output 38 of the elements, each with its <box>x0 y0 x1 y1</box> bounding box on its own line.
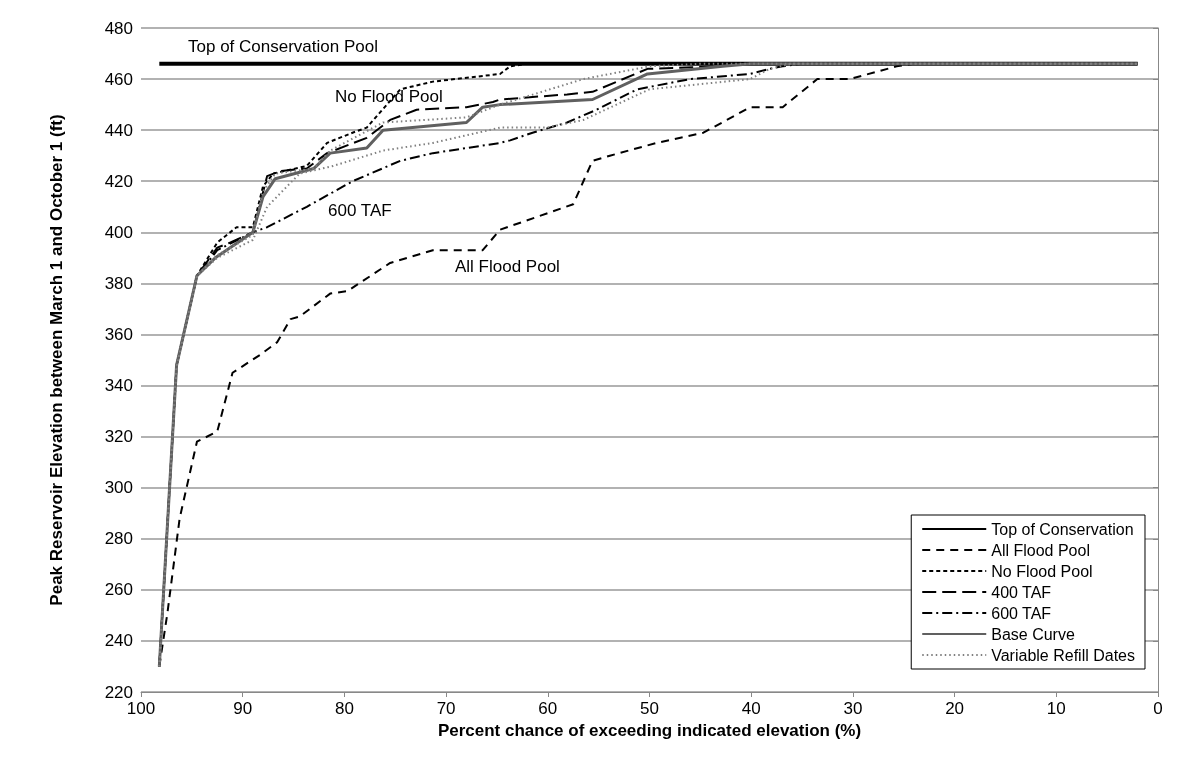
y-tick-label: 480 <box>104 18 133 38</box>
y-tick-label: 280 <box>104 529 133 549</box>
x-tick-label: 70 <box>436 699 456 718</box>
annotation: No Flood Pool <box>335 87 443 106</box>
legend-label: Top of Conservation <box>991 520 1134 538</box>
x-tick-label: 80 <box>334 699 354 718</box>
legend-label: 600 TAF <box>991 604 1052 622</box>
y-tick-label: 440 <box>104 120 133 140</box>
x-tick-label: 30 <box>843 699 863 718</box>
legend-label: Variable Refill Dates <box>991 646 1135 664</box>
x-tick-label: 10 <box>1046 699 1066 718</box>
y-tick-label: 320 <box>104 427 133 447</box>
annotation: 600 TAF <box>328 201 392 220</box>
annotation: All Flood Pool <box>455 257 560 276</box>
x-tick-label: 60 <box>538 699 558 718</box>
y-tick-label: 240 <box>104 631 133 651</box>
x-tick-label: 20 <box>945 699 965 718</box>
x-tick-label: 100 <box>126 699 156 718</box>
y-tick-label: 300 <box>104 478 133 498</box>
x-tick-label: 90 <box>233 699 253 718</box>
y-axis-title: Peak Reservoir Elevation between March 1 and October 1 (ft) <box>46 114 66 606</box>
annotation: Top of Conservation Pool <box>188 37 378 56</box>
y-tick-label: 420 <box>104 171 133 191</box>
y-tick-label: 400 <box>104 222 133 242</box>
legend-label: No Flood Pool <box>991 562 1093 580</box>
x-tick-label: 40 <box>741 699 761 718</box>
legend-label: All Flood Pool <box>991 541 1090 559</box>
y-tick-label: 220 <box>104 682 133 702</box>
y-tick-label: 360 <box>104 324 133 344</box>
x-tick-label: 0 <box>1153 699 1163 718</box>
legend-label: Base Curve <box>991 625 1075 643</box>
x-tick-label: 50 <box>640 699 659 718</box>
x-axis-title: Percent chance of exceeding indicated elevation (%) <box>437 721 862 740</box>
y-tick-label: 380 <box>104 273 133 293</box>
y-tick-label: 460 <box>104 69 133 89</box>
legend-label: 400 TAF <box>991 583 1052 601</box>
y-tick-label: 260 <box>104 580 133 600</box>
y-tick-label: 340 <box>104 376 133 396</box>
